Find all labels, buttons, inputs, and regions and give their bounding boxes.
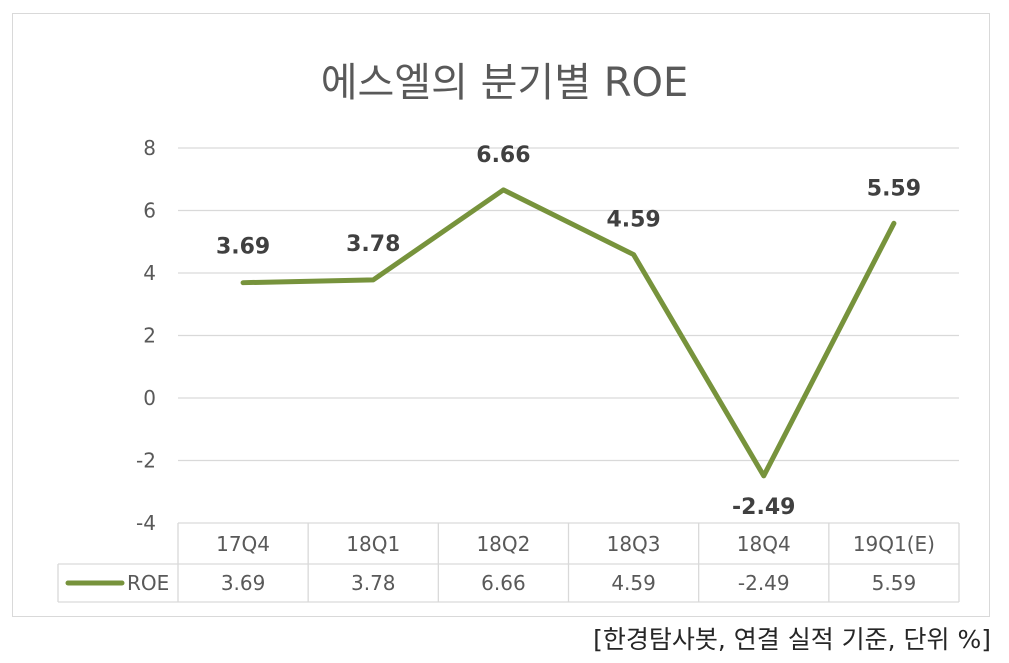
table-value: 3.78 xyxy=(351,571,396,595)
roe-series-line xyxy=(240,187,897,479)
y-tick-label: -2 xyxy=(136,449,156,473)
y-tick-label: 6 xyxy=(143,199,156,223)
y-tick-label: 2 xyxy=(143,324,156,348)
x-category-label: 19Q1(E) xyxy=(853,532,935,556)
data-label: 5.59 xyxy=(867,176,921,201)
chart-title: 에스엘의 분기별 ROE xyxy=(320,60,689,106)
table-value: 4.59 xyxy=(611,571,656,595)
data-label: 3.78 xyxy=(346,232,400,257)
legend-label: ROE xyxy=(127,571,169,595)
y-tick-label: 0 xyxy=(143,386,156,410)
source-note: [한경탐사봇, 연결 실적 기준, 단위 %] xyxy=(593,625,991,654)
y-tick-label: 8 xyxy=(143,136,156,160)
data-label: 3.69 xyxy=(216,235,270,260)
x-category-label: 18Q2 xyxy=(476,532,530,556)
x-category-label: 18Q1 xyxy=(346,532,400,556)
x-category-label: 18Q3 xyxy=(607,532,661,556)
table-value: -2.49 xyxy=(738,571,790,595)
y-tick-label: 4 xyxy=(143,261,156,285)
table-value: 5.59 xyxy=(872,571,917,595)
table-value: 3.69 xyxy=(221,571,266,595)
chart-frame xyxy=(12,13,990,617)
data-label: 6.66 xyxy=(476,143,530,168)
y-tick-label: -4 xyxy=(136,511,156,535)
data-label: -2.49 xyxy=(732,495,795,520)
x-category-label: 17Q4 xyxy=(216,532,270,556)
data-label: 4.59 xyxy=(606,208,660,233)
x-category-label: 18Q4 xyxy=(737,532,791,556)
table-value: 6.66 xyxy=(481,571,526,595)
